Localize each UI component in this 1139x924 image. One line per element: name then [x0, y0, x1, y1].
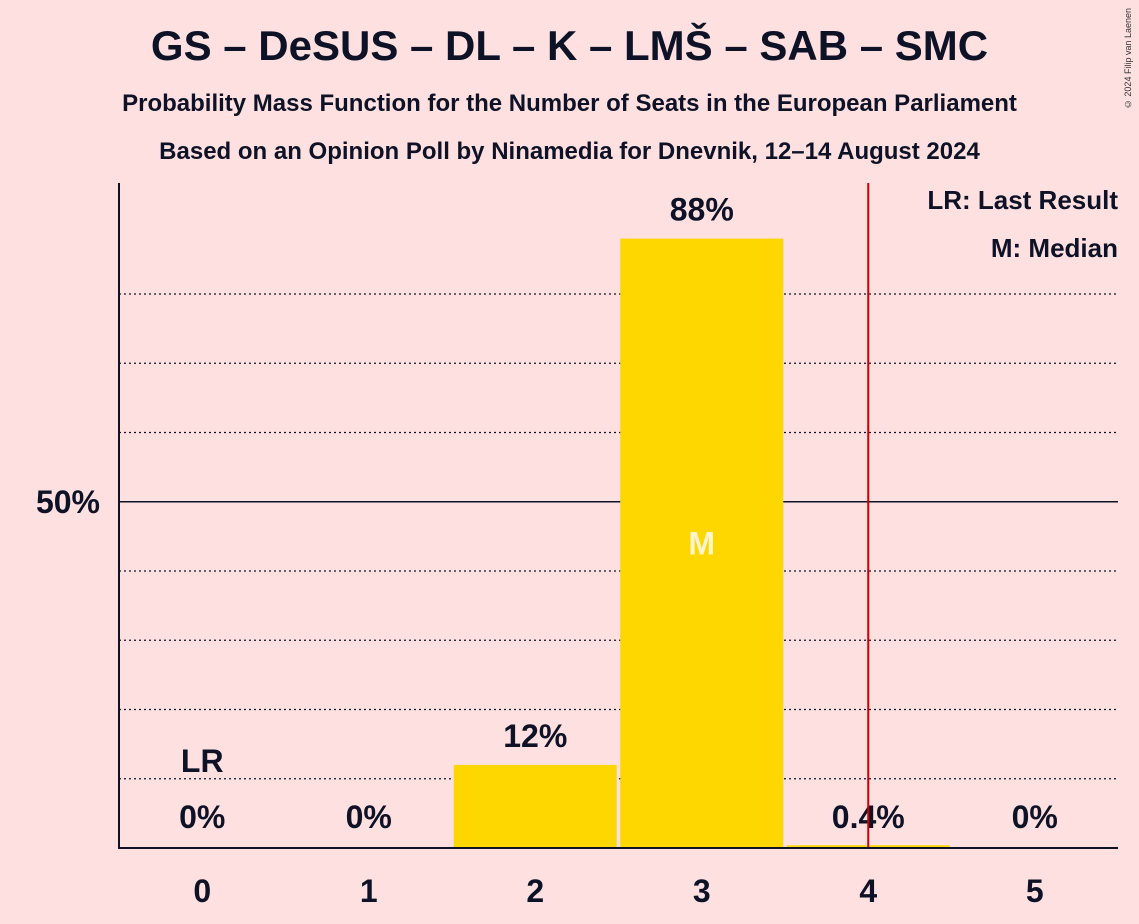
x-tick-label-0: 0 [193, 873, 211, 909]
value-label-seat-1: 0% [346, 799, 392, 835]
legend: LR: Last Result M: Median [927, 185, 1118, 263]
value-label-seat-2: 12% [503, 718, 567, 754]
bar-seat-3 [620, 238, 784, 849]
chart-subtitle: Probability Mass Function for the Number… [122, 90, 1017, 117]
x-tick-label-5: 5 [1026, 873, 1044, 909]
y-tick-label-50: 50% [36, 484, 100, 520]
bar-seat-2 [453, 764, 617, 848]
value-label-seat-3: 88% [670, 192, 734, 228]
data-labels: 0% 0%12%88%0.4% 0%LRM [179, 192, 1058, 835]
chart-source-subtitle: Based on an Opinion Poll by Ninamedia fo… [159, 138, 980, 165]
gridlines [119, 293, 1118, 780]
bars [453, 238, 950, 849]
chart-title: GS – DeSUS – DL – K – LMŠ – SAB – SMC [150, 22, 989, 69]
value-label-seat-5: 0% [1012, 799, 1058, 835]
x-tick-label-1: 1 [360, 873, 378, 909]
median-mark: M [688, 525, 715, 561]
x-tick-label-2: 2 [526, 873, 544, 909]
legend-last-result: LR: Last Result [927, 185, 1118, 215]
axes: 50% 0 1 2 3 4 5 [36, 183, 1118, 909]
last-result-mark: LR [181, 743, 224, 779]
value-label-seat-0: 0% [179, 799, 225, 835]
legend-median: M: Median [991, 233, 1118, 263]
x-tick-label-4: 4 [859, 873, 877, 909]
x-tick-label-3: 3 [693, 873, 711, 909]
